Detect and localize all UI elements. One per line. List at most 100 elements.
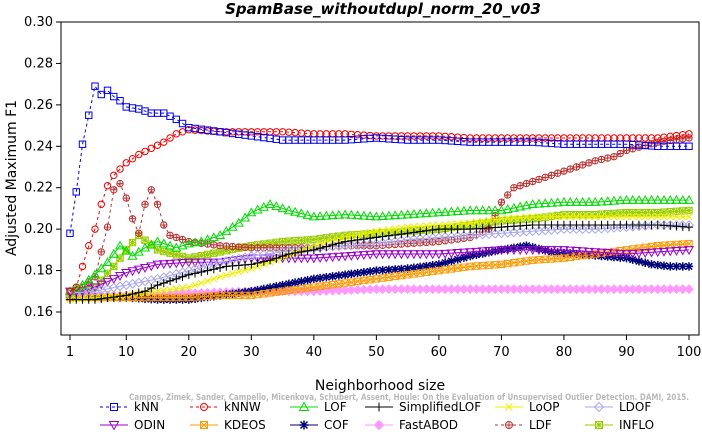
data-point — [390, 230, 400, 240]
data-point — [153, 280, 162, 290]
data-point — [333, 252, 344, 262]
data-point — [535, 175, 543, 184]
data-point — [672, 207, 681, 216]
data-point — [291, 237, 299, 245]
data-point — [358, 251, 369, 261]
data-point — [559, 248, 569, 258]
data-point — [253, 244, 262, 252]
data-point — [615, 195, 626, 205]
data-point — [172, 285, 180, 293]
data-point — [78, 262, 87, 271]
data-point — [91, 225, 99, 233]
data-point — [340, 270, 350, 279]
data-point — [235, 268, 243, 276]
data-point — [646, 194, 657, 204]
data-point — [277, 203, 288, 213]
data-point — [647, 213, 656, 221]
data-point — [496, 205, 507, 215]
data-point — [152, 236, 163, 246]
data-point — [297, 277, 306, 286]
data-point — [421, 250, 432, 260]
data-point — [515, 246, 526, 256]
data-point — [610, 209, 618, 218]
data-point — [552, 246, 563, 256]
legend-item: LDOF — [585, 400, 651, 414]
data-point — [203, 250, 212, 259]
data-point — [529, 213, 537, 221]
data-point — [160, 221, 168, 229]
data-point — [308, 254, 319, 264]
y-tick-label: 0.28 — [24, 56, 53, 71]
data-point — [654, 213, 662, 221]
data-point — [316, 234, 324, 243]
legend-item: KDEOS — [190, 418, 266, 432]
data-point — [677, 194, 688, 204]
data-point — [629, 213, 637, 221]
data-point — [365, 267, 375, 276]
data-point — [116, 97, 124, 105]
data-point — [259, 284, 269, 293]
data-point — [422, 261, 431, 271]
data-point — [446, 206, 457, 216]
data-point — [96, 263, 107, 273]
data-point — [396, 209, 407, 219]
data-point — [103, 293, 112, 303]
data-point — [540, 198, 551, 208]
data-point — [210, 275, 218, 283]
x-tick-label: 40 — [306, 345, 323, 360]
data-point — [460, 219, 468, 227]
data-point — [278, 251, 287, 261]
data-point — [108, 248, 119, 258]
data-point — [159, 278, 168, 288]
data-point — [197, 251, 206, 260]
data-point — [178, 119, 187, 128]
data-point — [685, 142, 693, 150]
data-point — [222, 290, 231, 299]
data-point — [608, 249, 620, 259]
data-point — [127, 267, 138, 277]
data-point — [153, 141, 162, 149]
data-point — [502, 246, 513, 256]
data-point — [202, 234, 213, 244]
data-point — [440, 258, 450, 267]
data-point — [604, 213, 612, 221]
legend-item: LOF — [290, 400, 347, 414]
data-point — [352, 251, 363, 261]
data-point — [141, 200, 149, 208]
data-point — [78, 140, 87, 148]
data-point — [415, 262, 425, 272]
data-point — [427, 250, 438, 260]
data-point — [653, 260, 662, 270]
data-point — [178, 295, 187, 304]
data-point — [216, 248, 224, 256]
data-point — [89, 283, 101, 293]
data-point — [583, 197, 595, 206]
data-point — [190, 294, 200, 303]
series-simplifiedlof — [65, 220, 694, 304]
data-point — [597, 213, 606, 221]
legend-marker — [200, 421, 208, 429]
data-point — [566, 165, 574, 173]
data-point — [379, 226, 387, 234]
legend-marker — [299, 420, 309, 430]
data-point — [565, 197, 576, 206]
data-point — [128, 289, 137, 299]
data-point — [247, 244, 256, 252]
legend-label: kNN — [134, 400, 159, 414]
data-point — [228, 242, 237, 251]
legend-item: LDF — [495, 418, 552, 432]
data-point — [102, 277, 113, 287]
data-point — [197, 279, 205, 287]
data-point — [215, 263, 225, 273]
y-tick-label: 0.22 — [24, 181, 53, 196]
data-point — [321, 253, 332, 263]
data-point — [172, 295, 181, 304]
legend-marker — [108, 421, 120, 431]
series-ldof — [65, 220, 694, 299]
data-point — [472, 218, 480, 226]
data-point — [103, 181, 112, 190]
data-point — [164, 240, 176, 250]
data-point — [247, 287, 256, 296]
data-point — [141, 236, 149, 244]
data-point — [278, 237, 287, 246]
